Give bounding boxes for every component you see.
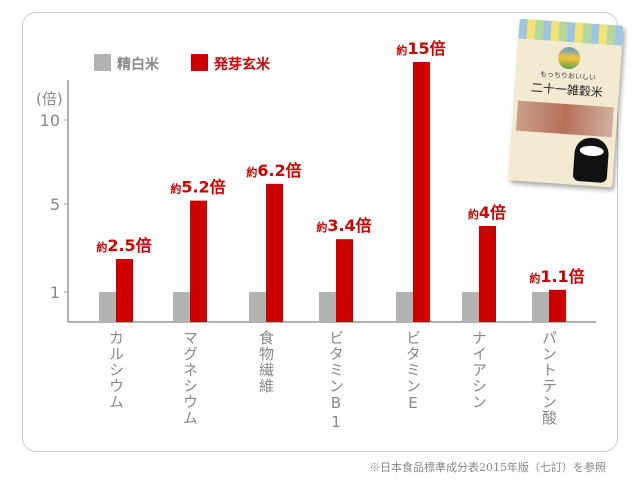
bar-germinated-brown-rice xyxy=(549,289,566,322)
bar-germinated-brown-rice xyxy=(413,62,430,322)
bar-polished-rice xyxy=(173,292,190,322)
bar-germinated-brown-rice xyxy=(266,183,283,322)
bar-polished-rice xyxy=(249,292,266,322)
x-category-label: マグネシウム xyxy=(181,330,199,426)
bar-germinated-brown-rice xyxy=(336,239,353,322)
x-category-label: 食物繊維 xyxy=(257,330,275,394)
legend-swatch xyxy=(94,54,111,71)
bar-polished-rice xyxy=(319,292,336,322)
x-category-label: ナイアシン xyxy=(470,330,488,410)
bar-germinated-brown-rice xyxy=(190,200,207,322)
data-label: 約4倍 xyxy=(468,203,506,222)
bar-polished-rice xyxy=(532,292,549,322)
y-tick-label: 10 xyxy=(40,111,60,130)
bar-polished-rice xyxy=(396,292,413,322)
x-category-label: パントテン酸 xyxy=(540,330,558,426)
data-label: 約2.5倍 xyxy=(96,236,151,255)
y-tick-label: 5 xyxy=(50,195,60,214)
product-package-image: もっちりおいしい 二十一雑穀米 xyxy=(508,18,624,188)
x-category-label: ビタミンE xyxy=(404,330,422,413)
data-label: 約1.1倍 xyxy=(529,267,584,286)
legend-label: 精白米 xyxy=(117,56,160,73)
x-category-label: カルシウム xyxy=(107,330,125,410)
bar-polished-rice xyxy=(462,292,479,322)
data-label: 約15倍 xyxy=(396,39,445,58)
source-note: ※日本食品標準成分表2015年版（七訂）を参照 xyxy=(369,461,606,474)
bar-germinated-brown-rice xyxy=(479,226,496,322)
y-axis-label: (倍) xyxy=(36,90,63,108)
legend-swatch xyxy=(191,54,208,71)
data-label: 約6.2倍 xyxy=(246,161,301,180)
legend-label: 発芽玄米 xyxy=(213,56,271,73)
x-category-label: ビタミンB1 xyxy=(327,330,345,432)
data-label: 約5.2倍 xyxy=(170,178,225,197)
bar-germinated-brown-rice xyxy=(116,259,133,322)
y-tick-label: 1 xyxy=(50,283,60,302)
kumamon-mascot xyxy=(572,136,610,184)
bar-polished-rice xyxy=(99,292,116,322)
data-label: 約3.4倍 xyxy=(316,216,371,235)
